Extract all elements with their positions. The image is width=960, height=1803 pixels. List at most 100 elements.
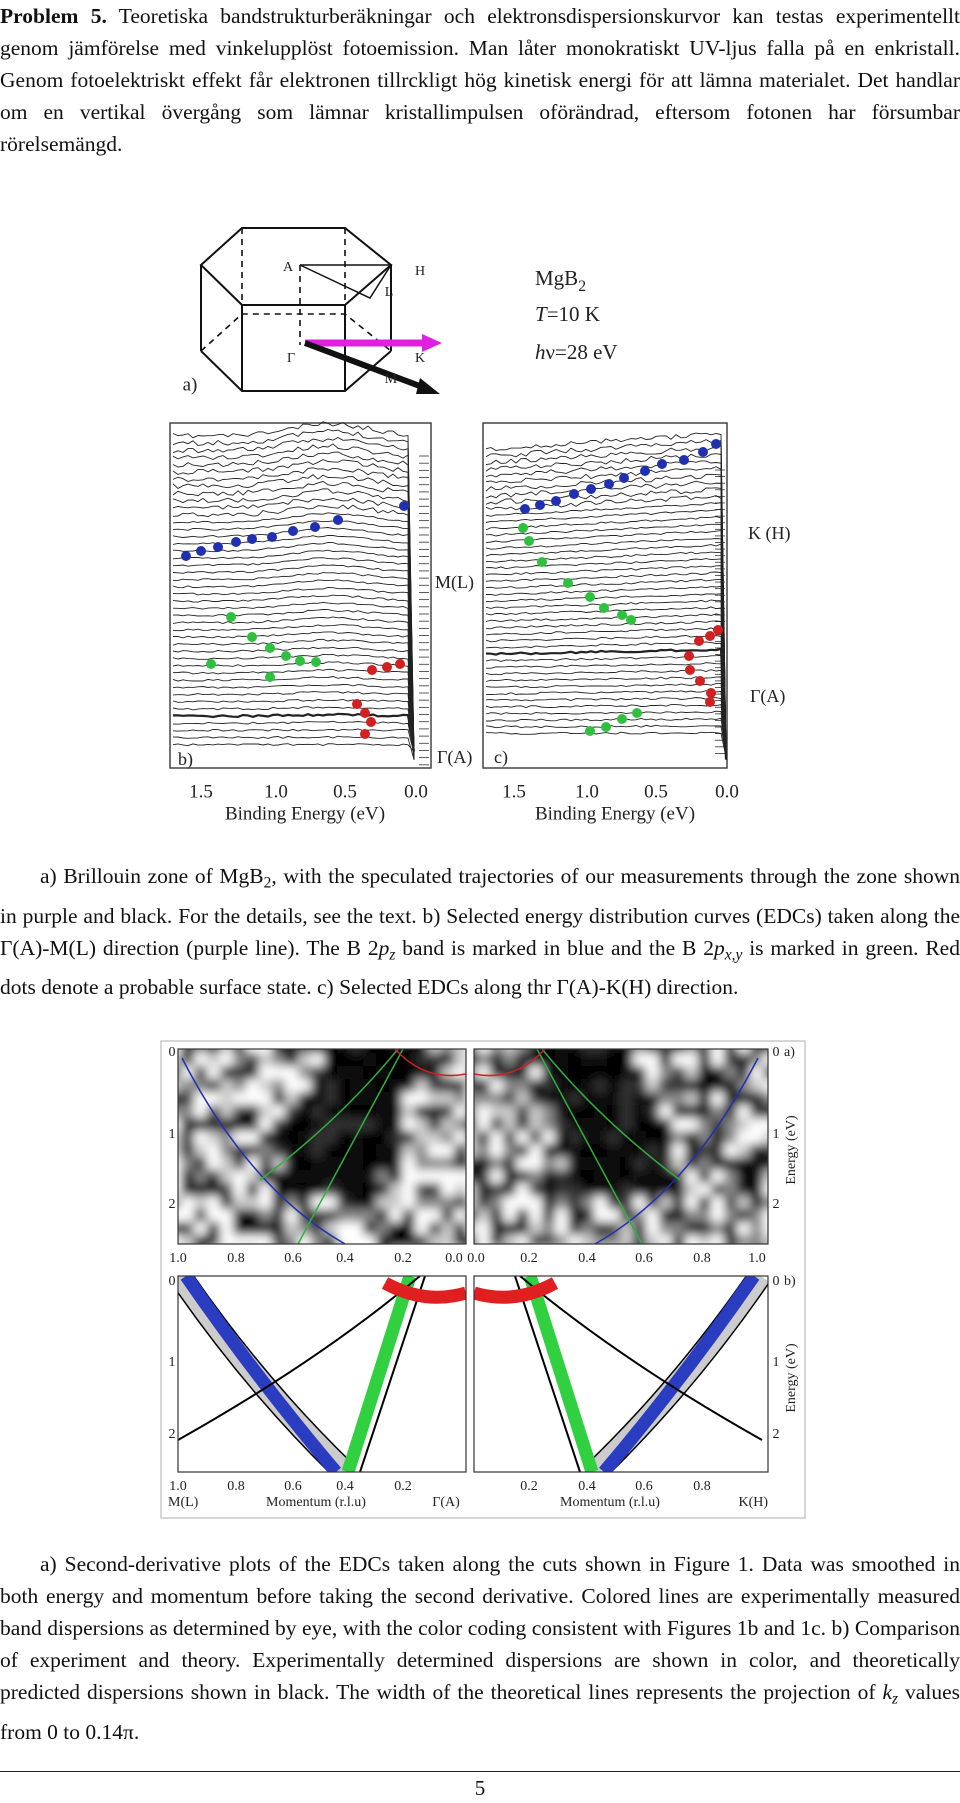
map-cell bbox=[298, 1066, 312, 1080]
map-cell bbox=[337, 1235, 351, 1244]
map-cell bbox=[246, 1170, 260, 1184]
map-cell bbox=[259, 1049, 273, 1054]
blue-dot bbox=[551, 496, 561, 506]
edc-curve bbox=[485, 523, 727, 751]
map-cell bbox=[763, 1183, 768, 1197]
map-cell bbox=[607, 1105, 621, 1119]
map-cell bbox=[454, 1157, 466, 1171]
map-cell bbox=[454, 1170, 466, 1184]
map-cell bbox=[698, 1049, 712, 1054]
map-cell bbox=[474, 1222, 478, 1236]
map-cell bbox=[724, 1144, 738, 1158]
map-cell bbox=[181, 1092, 195, 1106]
map-cell bbox=[516, 1157, 530, 1171]
map-cell bbox=[194, 1079, 208, 1093]
green-dot bbox=[206, 659, 216, 669]
map-cell bbox=[194, 1092, 208, 1106]
map-cell bbox=[542, 1209, 556, 1223]
map-cell bbox=[490, 1222, 504, 1236]
map-cell bbox=[178, 1222, 182, 1236]
map-cell bbox=[389, 1144, 403, 1158]
map-cell bbox=[659, 1170, 673, 1184]
map-cell bbox=[581, 1131, 595, 1145]
map-cell bbox=[337, 1183, 351, 1197]
edc-frame bbox=[482, 422, 728, 769]
caption-run: a) Second-derivative plots of the EDCs t… bbox=[0, 1552, 960, 1704]
map-cell bbox=[555, 1049, 569, 1054]
map-cell bbox=[337, 1049, 351, 1054]
map-cell bbox=[698, 1118, 712, 1132]
map-cell bbox=[194, 1170, 208, 1184]
edc-curve bbox=[172, 429, 415, 758]
map-cell bbox=[477, 1053, 491, 1067]
direction-marker: M(L) bbox=[435, 572, 474, 593]
map-cell bbox=[181, 1118, 195, 1132]
map-cell bbox=[503, 1131, 517, 1145]
map-cell bbox=[555, 1209, 569, 1223]
map-cell bbox=[776, 1092, 790, 1106]
map-cell bbox=[711, 1170, 725, 1184]
map-cell bbox=[376, 1157, 390, 1171]
panel-label: a) bbox=[183, 374, 198, 395]
map-cell bbox=[659, 1092, 673, 1106]
map-cell bbox=[607, 1183, 621, 1197]
map-cell bbox=[620, 1196, 634, 1210]
map-cell bbox=[298, 1170, 312, 1184]
map-cell bbox=[698, 1222, 712, 1236]
map-cell bbox=[285, 1235, 299, 1244]
edc-curve bbox=[172, 616, 415, 758]
map-cell bbox=[659, 1131, 673, 1145]
x-tick-label: 0.4 bbox=[336, 1251, 354, 1266]
map-cell bbox=[454, 1131, 466, 1145]
map-cell bbox=[568, 1131, 582, 1145]
map-cell bbox=[685, 1183, 699, 1197]
figure1-caption: a) Brillouin zone of MgB2, with the spec… bbox=[0, 860, 960, 1003]
map-cell bbox=[415, 1248, 429, 1262]
map-cell bbox=[259, 1157, 273, 1171]
map-cell bbox=[337, 1157, 351, 1171]
map-cell bbox=[272, 1183, 286, 1197]
map-cell bbox=[477, 1144, 491, 1158]
map-cell bbox=[415, 1196, 429, 1210]
map-cell bbox=[220, 1092, 234, 1106]
zone-point-label: H bbox=[415, 264, 425, 279]
edc-curve bbox=[172, 735, 415, 760]
map-cell bbox=[633, 1235, 647, 1244]
edc-curve bbox=[485, 676, 727, 755]
map-cell bbox=[503, 1118, 517, 1132]
map-cell bbox=[350, 1105, 364, 1119]
map-cell bbox=[220, 1131, 234, 1145]
map-cell bbox=[542, 1105, 556, 1119]
map-cell bbox=[477, 1105, 491, 1119]
map-cell bbox=[337, 1196, 351, 1210]
map-cell bbox=[503, 1248, 517, 1262]
map-cell bbox=[516, 1196, 530, 1210]
map-cell bbox=[490, 1118, 504, 1132]
map-cell bbox=[542, 1092, 556, 1106]
map-cell bbox=[659, 1235, 673, 1244]
map-cell bbox=[324, 1170, 338, 1184]
map-cell bbox=[620, 1248, 634, 1262]
map-cell bbox=[194, 1131, 208, 1145]
map-cell bbox=[698, 1079, 712, 1093]
map-cell bbox=[672, 1053, 686, 1067]
map-cell bbox=[685, 1222, 699, 1236]
map-cell bbox=[750, 1170, 764, 1184]
map-cell bbox=[646, 1144, 660, 1158]
map-cell bbox=[454, 1066, 466, 1080]
map-cell bbox=[311, 1170, 325, 1184]
map-cell bbox=[490, 1170, 504, 1184]
map-cell bbox=[337, 1118, 351, 1132]
map-cell bbox=[607, 1235, 621, 1244]
map-cell bbox=[477, 1170, 491, 1184]
problem-label: Problem 5. bbox=[0, 4, 107, 28]
map-cell bbox=[389, 1118, 403, 1132]
red-dot bbox=[352, 699, 362, 709]
edc-curve bbox=[172, 601, 415, 755]
zone-point-label: L bbox=[385, 285, 394, 300]
map-cell bbox=[763, 1209, 768, 1223]
map-cell bbox=[685, 1196, 699, 1210]
map-cell bbox=[285, 1092, 299, 1106]
blue-dot bbox=[569, 489, 579, 499]
map-cell bbox=[724, 1105, 738, 1119]
